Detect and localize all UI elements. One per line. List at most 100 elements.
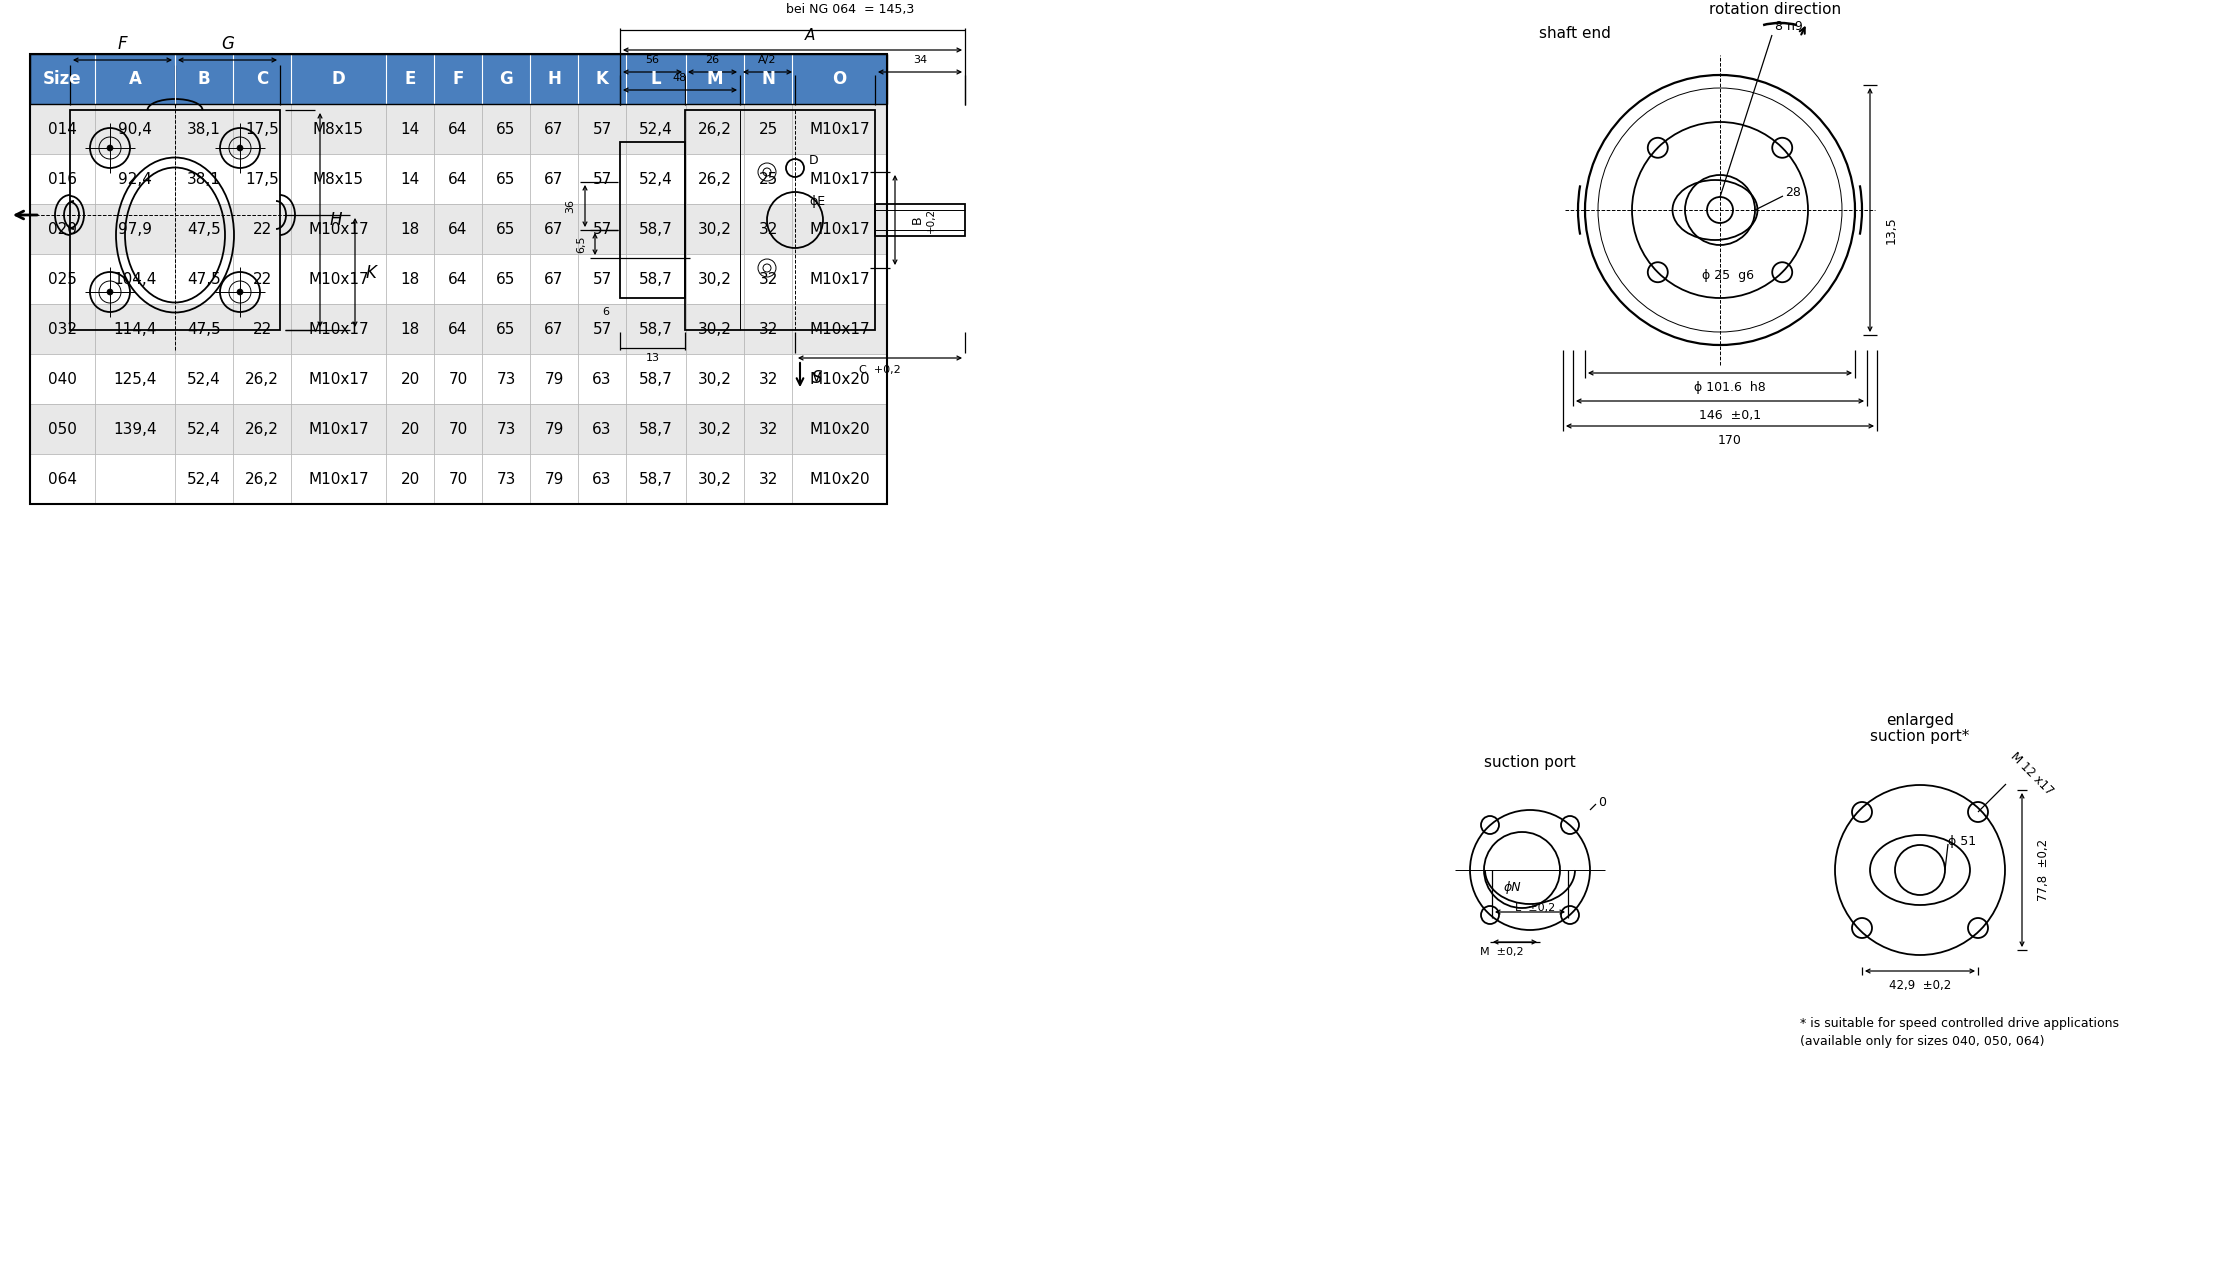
- Text: 92,4: 92,4: [118, 172, 152, 186]
- Bar: [290, 404, 386, 455]
- Bar: [290, 354, 386, 404]
- Bar: [174, 154, 232, 204]
- Text: 139,4: 139,4: [114, 421, 156, 437]
- Bar: [96, 204, 174, 254]
- Bar: [745, 104, 792, 154]
- Bar: [745, 154, 792, 204]
- Bar: [578, 254, 627, 304]
- Text: 32: 32: [758, 222, 778, 236]
- Text: 30,2: 30,2: [698, 222, 731, 236]
- Bar: [792, 455, 888, 505]
- Bar: [29, 304, 96, 354]
- Text: ϕ 51: ϕ 51: [1949, 836, 1976, 849]
- Text: 26,2: 26,2: [245, 471, 279, 487]
- Text: 6,5: 6,5: [575, 235, 586, 253]
- Text: M10x17: M10x17: [308, 271, 368, 286]
- Text: H: H: [546, 71, 562, 89]
- Text: +0,2: +0,2: [925, 208, 937, 232]
- Text: * is suitable for speed controlled drive applications: * is suitable for speed controlled drive…: [1800, 1017, 2118, 1030]
- Text: 104,4: 104,4: [114, 271, 156, 286]
- Bar: [232, 54, 290, 104]
- Bar: [627, 455, 687, 505]
- Text: 20: 20: [401, 371, 419, 386]
- Text: 25: 25: [758, 122, 778, 136]
- Text: 65: 65: [497, 222, 515, 236]
- Text: M10x20: M10x20: [809, 371, 870, 386]
- Text: 13,5: 13,5: [1884, 216, 1898, 244]
- Text: F: F: [453, 71, 464, 89]
- Bar: [29, 154, 96, 204]
- Text: A: A: [805, 27, 816, 42]
- Bar: [232, 354, 290, 404]
- Text: K: K: [366, 263, 377, 281]
- Bar: [290, 455, 386, 505]
- Bar: [531, 404, 578, 455]
- Bar: [627, 204, 687, 254]
- Text: 8 n9: 8 n9: [1775, 21, 1802, 33]
- Bar: [435, 404, 482, 455]
- Text: 52,4: 52,4: [640, 172, 673, 186]
- Text: 58,7: 58,7: [640, 371, 673, 386]
- Text: 70: 70: [448, 371, 468, 386]
- Bar: [531, 104, 578, 154]
- Text: M  ±0,2: M ±0,2: [1481, 948, 1523, 957]
- Bar: [531, 455, 578, 505]
- Text: 32: 32: [758, 271, 778, 286]
- Bar: [29, 54, 888, 505]
- Text: 18: 18: [401, 271, 419, 286]
- Text: 47,5: 47,5: [187, 321, 221, 336]
- Bar: [435, 354, 482, 404]
- Bar: [386, 154, 435, 204]
- Text: 67: 67: [544, 271, 564, 286]
- Bar: [578, 404, 627, 455]
- Text: 64: 64: [448, 321, 468, 336]
- Bar: [386, 304, 435, 354]
- Text: 040: 040: [49, 371, 78, 386]
- Bar: [232, 104, 290, 154]
- Bar: [578, 104, 627, 154]
- Text: 38,1: 38,1: [187, 172, 221, 186]
- Text: M10x17: M10x17: [809, 271, 870, 286]
- Text: ϕN: ϕN: [1503, 882, 1521, 895]
- Bar: [96, 304, 174, 354]
- Bar: [174, 404, 232, 455]
- Bar: [627, 304, 687, 354]
- Text: enlarged: enlarged: [1887, 713, 1953, 728]
- Text: 67: 67: [544, 122, 564, 136]
- Text: ϕE: ϕE: [809, 195, 825, 208]
- Text: 65: 65: [497, 321, 515, 336]
- Text: 34: 34: [912, 55, 928, 65]
- Text: 30,2: 30,2: [698, 421, 731, 437]
- Bar: [745, 354, 792, 404]
- Text: M10x17: M10x17: [308, 321, 368, 336]
- Text: 146  ±0,1: 146 ±0,1: [1699, 408, 1762, 421]
- Bar: [578, 54, 627, 104]
- Text: 58,7: 58,7: [640, 421, 673, 437]
- Bar: [745, 254, 792, 304]
- Text: M10x17: M10x17: [308, 471, 368, 487]
- Text: 52,4: 52,4: [187, 371, 221, 386]
- Bar: [627, 354, 687, 404]
- Bar: [290, 154, 386, 204]
- Bar: [29, 354, 96, 404]
- Text: B: B: [198, 71, 210, 89]
- Bar: [232, 304, 290, 354]
- Bar: [96, 254, 174, 304]
- Text: 52,4: 52,4: [187, 471, 221, 487]
- Bar: [232, 404, 290, 455]
- Bar: [792, 304, 888, 354]
- Text: 56: 56: [644, 55, 660, 65]
- Text: 52,4: 52,4: [640, 122, 673, 136]
- Bar: [687, 54, 745, 104]
- Text: 26: 26: [705, 55, 720, 65]
- Bar: [290, 204, 386, 254]
- Text: 050: 050: [49, 421, 78, 437]
- Bar: [620, 143, 685, 298]
- Bar: [29, 104, 96, 154]
- Text: 064: 064: [49, 471, 78, 487]
- Text: 32: 32: [758, 371, 778, 386]
- Text: H: H: [330, 211, 341, 229]
- Bar: [792, 154, 888, 204]
- Text: 170: 170: [1717, 434, 1742, 447]
- Text: 73: 73: [497, 471, 515, 487]
